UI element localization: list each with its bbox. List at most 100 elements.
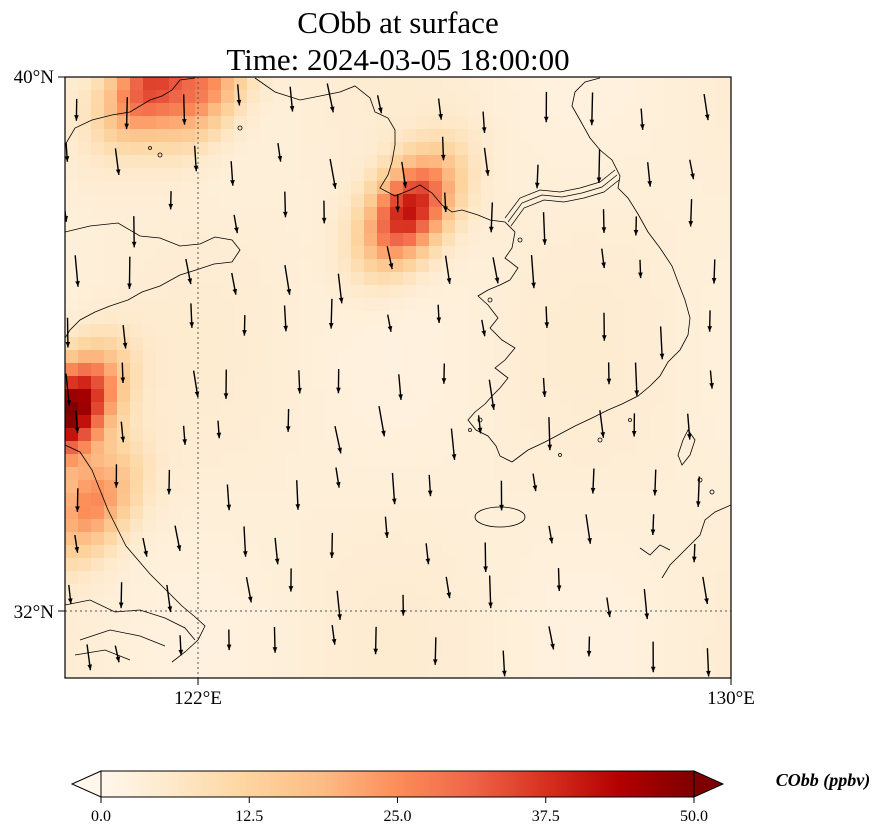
field-cell [338,389,352,403]
field-cell [247,116,261,130]
field-cell [637,467,651,481]
field-cell [286,272,300,286]
field-cell [104,168,118,182]
field-cell [143,155,157,169]
field-cell [325,636,339,650]
field-cell [481,675,495,678]
field-cell [78,584,92,598]
field-cell [520,246,534,260]
field-cell [728,337,731,351]
field-cell [546,675,560,678]
field-cell [234,480,248,494]
field-cell [689,610,703,624]
field-cell [169,441,183,455]
field-cell [637,532,651,546]
field-cell [247,298,261,312]
field-cell [715,493,729,507]
wind-arrow-head [711,277,717,284]
field-cell [377,324,391,338]
field-cell [117,415,131,429]
field-cell [637,389,651,403]
field-cell [533,207,547,221]
field-cell [182,298,196,312]
field-cell [234,337,248,351]
field-cell [637,428,651,442]
field-cell [286,220,300,234]
field-cell [403,441,417,455]
field-cell [429,558,443,572]
field-cell [520,129,534,143]
field-cell [546,181,560,195]
wind-arrow-head [436,317,442,323]
field-cell [403,493,417,507]
field-cell [390,454,404,468]
field-cell [325,155,339,169]
field-cell [338,207,352,221]
field-cell [364,558,378,572]
title-line-2: Time: 2024-03-05 18:00:00 [226,42,569,77]
field-cell [728,675,731,678]
field-cell [364,324,378,338]
field-cell [286,324,300,338]
field-cell [676,519,690,533]
field-cell [91,610,105,624]
field-cell [715,142,729,156]
field-cell [286,610,300,624]
field-cell [611,610,625,624]
field-cell [260,441,274,455]
field-cell [533,246,547,260]
field-cell [546,649,560,663]
field-cell [481,77,495,91]
field-cell [403,337,417,351]
field-cell [78,285,92,299]
field-cell [572,454,586,468]
field-cell [143,441,157,455]
field-cell [234,454,248,468]
field-cell [572,389,586,403]
field-cell [78,142,92,156]
field-cell [312,298,326,312]
field-cell [117,90,131,104]
wind-arrow-head [176,545,182,551]
field-cell [208,649,222,663]
field-cell [702,155,716,169]
field-cell [182,480,196,494]
field-cell [104,194,118,208]
field-cell [494,545,508,559]
field-cell [182,194,196,208]
field-cell [585,155,599,169]
field-cell [260,389,274,403]
field-cell [728,441,731,455]
field-cell [312,142,326,156]
field-cell [637,298,651,312]
field-cell [637,623,651,637]
field-cell [130,324,144,338]
field-cell [572,90,586,104]
field-cell [429,493,443,507]
field-cell [403,636,417,650]
field-cell [455,467,469,481]
wind-arrow-head [638,272,643,279]
field-cell [299,350,313,364]
field-cell [260,103,274,117]
wind-arrow-head [247,596,253,603]
field-cell [520,623,534,637]
field-cell [546,363,560,377]
field-cell [611,142,625,156]
field-cell [416,259,430,273]
field-cell [611,480,625,494]
field-cell [715,571,729,585]
field-cell [377,116,391,130]
field-cell [416,90,430,104]
field-cell [312,649,326,663]
field-cell [364,220,378,234]
field-cell [377,649,391,663]
wind-arrow-head [335,481,341,488]
wind-arrow-head [329,106,335,113]
field-cell [312,558,326,572]
field-cell [455,597,469,611]
field-cell [312,363,326,377]
field-cell [676,155,690,169]
field-cell [273,623,287,637]
field-cell [663,545,677,559]
